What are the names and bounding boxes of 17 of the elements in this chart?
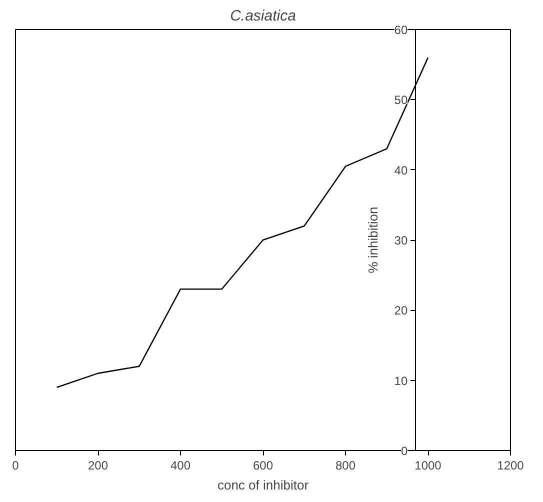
x-tick-label: 1000 xyxy=(414,458,442,472)
y-tick-label: 40 xyxy=(394,163,408,178)
x-tick-label: 200 xyxy=(88,458,108,472)
x-axis-title: conc of inhibitor xyxy=(217,478,310,492)
y-tick-label: 50 xyxy=(394,93,408,108)
y-tick-label: 0 xyxy=(400,444,408,458)
chart-title: C.asiatica xyxy=(230,8,296,24)
x-tick-label: 0 xyxy=(12,458,20,472)
y-tick-label: 60 xyxy=(394,23,408,37)
y-tick-label: 20 xyxy=(394,304,408,318)
x-tick-label: 400 xyxy=(170,458,191,472)
y-tick-label: 30 xyxy=(394,234,408,248)
y-tick-label: 10 xyxy=(394,374,408,388)
x-tick-label: 1200 xyxy=(497,458,524,472)
x-tick-label: 800 xyxy=(335,458,356,472)
x-tick-label: 600 xyxy=(252,458,274,472)
y-axis-title: % inhibition xyxy=(366,206,380,274)
